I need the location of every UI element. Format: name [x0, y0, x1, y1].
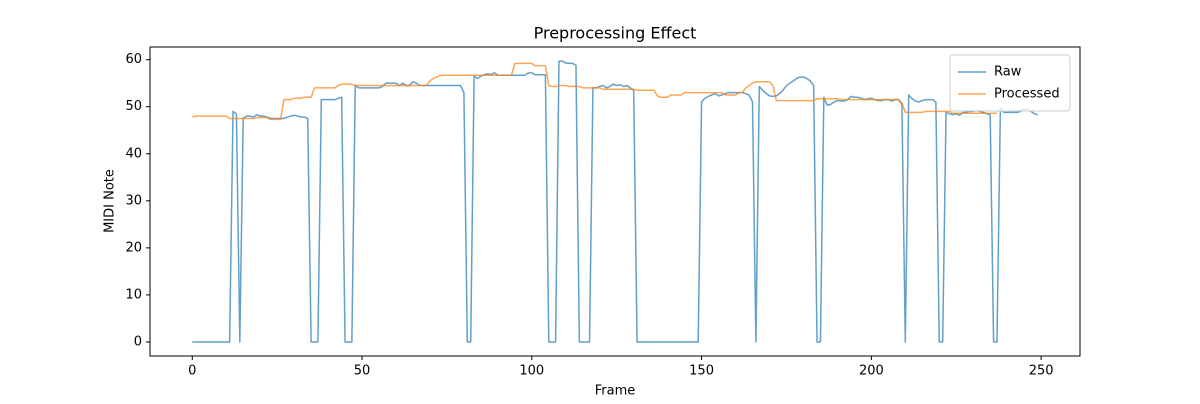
data-line — [192, 62, 997, 121]
x-tick-label: 150 — [689, 364, 714, 379]
x-tick-label: 50 — [354, 364, 371, 379]
x-tick-label: 200 — [859, 364, 884, 379]
y-tick-label: 20 — [125, 240, 142, 255]
legend-label: Processed — [994, 87, 1060, 102]
y-tick-label: 40 — [125, 146, 142, 161]
y-tick-label: 60 — [125, 52, 142, 67]
legend-box — [949, 54, 1071, 112]
x-tick-label: 0 — [188, 364, 196, 379]
plot-frame — [149, 46, 1081, 357]
legend-label: Raw — [994, 65, 1022, 80]
y-tick-label: 30 — [125, 193, 142, 208]
y-tick-label: 10 — [125, 287, 142, 302]
y-axis-label: MIDI Note — [103, 169, 118, 233]
x-tick-label: 100 — [519, 364, 544, 379]
y-tick-label: 50 — [125, 99, 142, 114]
chart-title: Preprocessing Effect — [534, 24, 697, 43]
x-tick-label: 250 — [1029, 364, 1054, 379]
y-tick-label: 0 — [134, 334, 142, 349]
x-axis-label: Frame — [595, 384, 636, 399]
